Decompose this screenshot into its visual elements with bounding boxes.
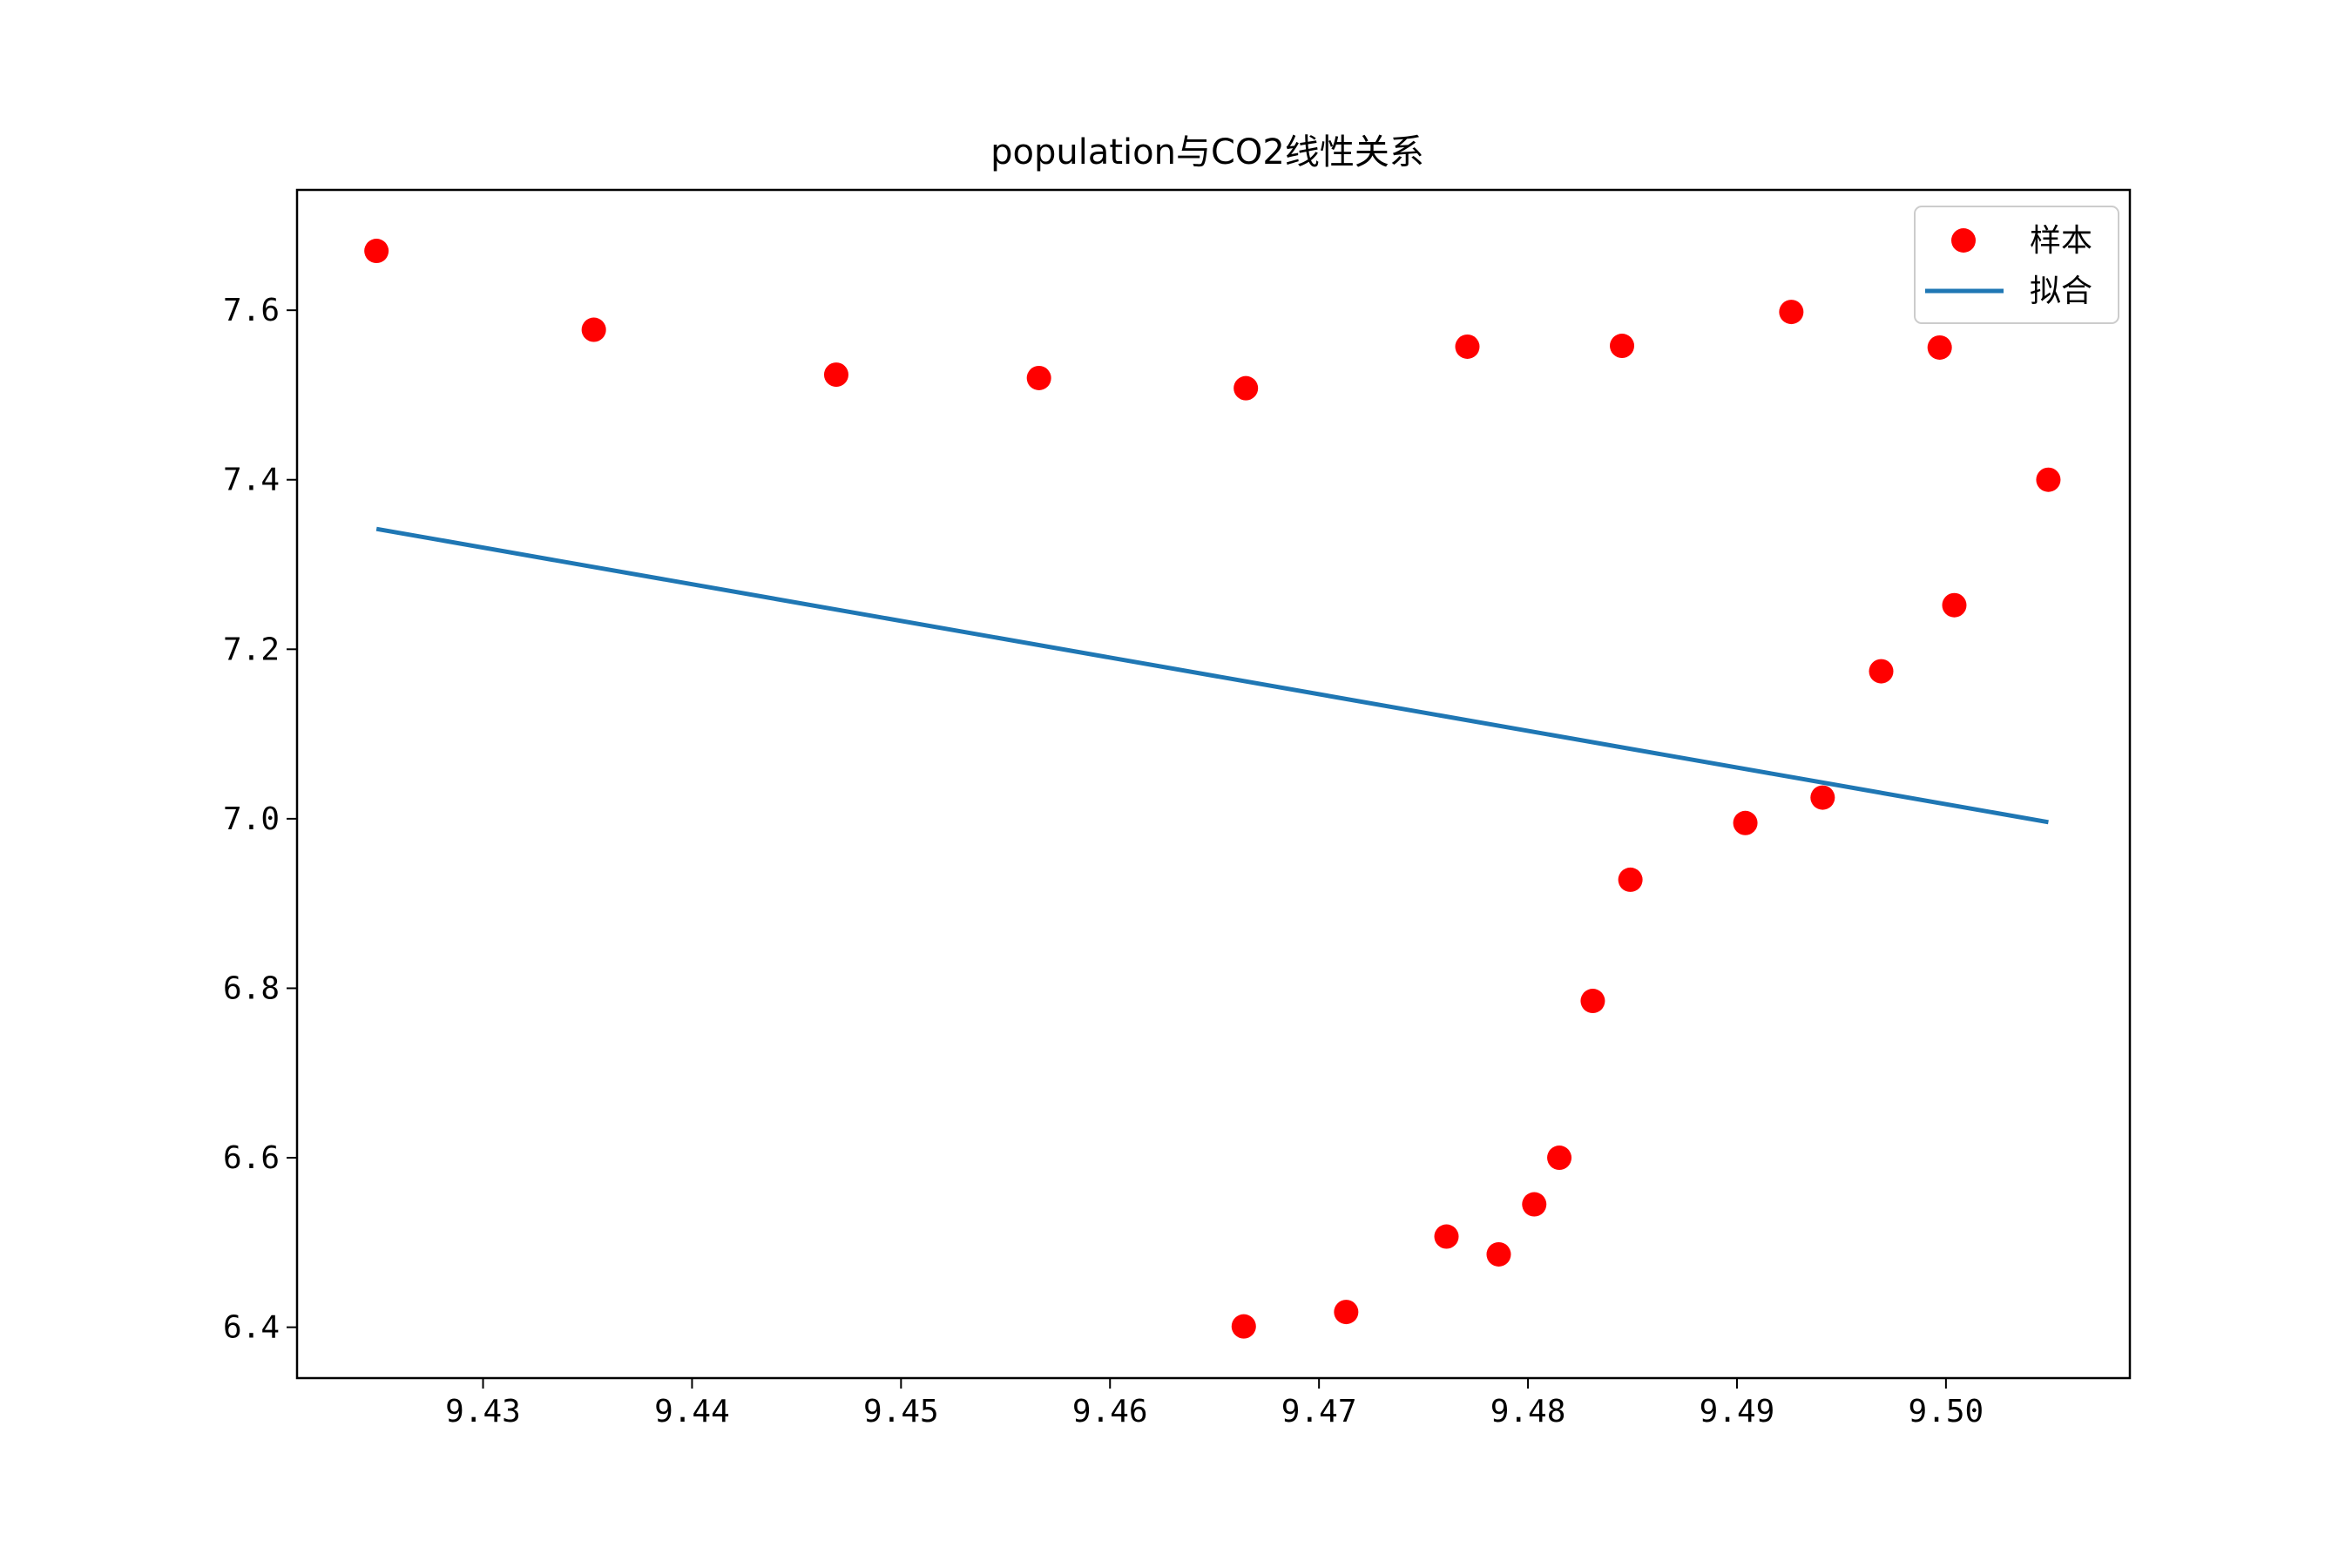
x-axis: 9.43 9.44 9.45 9.46 9.47 9.48 9.49 9.50	[445, 1378, 1984, 1429]
y-tick-label: 6.6	[223, 1140, 280, 1176]
x-tick-label: 9.45	[863, 1394, 939, 1429]
x-tick-label: 9.43	[445, 1394, 521, 1429]
legend-marker-sample	[1951, 228, 1976, 253]
sample-point	[2036, 467, 2061, 492]
y-tick-label: 7.4	[223, 463, 280, 498]
sample-point	[1455, 334, 1480, 359]
y-tick-label: 6.8	[223, 970, 280, 1006]
sample-point	[1779, 300, 1804, 325]
sample-point	[1434, 1224, 1459, 1249]
sample-point	[581, 317, 606, 342]
fit-line	[375, 526, 2049, 825]
sample-point	[1580, 989, 1605, 1014]
sample-point	[364, 239, 389, 264]
sample-point	[1869, 659, 1894, 684]
fit-line-layer	[375, 526, 2049, 825]
x-tick-label: 9.44	[654, 1394, 730, 1429]
sample-point	[1547, 1146, 1572, 1171]
y-tick-label: 7.2	[223, 632, 280, 667]
legend-label-fit: 拟合	[2030, 274, 2092, 309]
x-tick-label: 9.48	[1490, 1394, 1566, 1429]
sample-point	[1231, 1314, 1256, 1339]
chart-title: population与CO2线性关系	[990, 132, 1424, 172]
sample-point	[1927, 335, 1952, 360]
sample-point	[1522, 1192, 1547, 1217]
y-tick-label: 6.4	[223, 1310, 280, 1346]
x-tick-label: 9.49	[1700, 1394, 1775, 1429]
plot-frame	[295, 188, 2132, 1380]
x-tick-label: 9.46	[1072, 1394, 1148, 1429]
sample-point	[1334, 1300, 1359, 1325]
y-tick-label: 7.0	[223, 801, 280, 837]
sample-point	[1733, 810, 1758, 835]
x-tick-label: 9.50	[1909, 1394, 1984, 1429]
sample-point	[1618, 867, 1643, 892]
sample-point	[1810, 785, 1835, 810]
legend-label-sample: 样本	[2030, 223, 2092, 259]
sample-points-layer	[364, 239, 2061, 1339]
sample-point	[1233, 375, 1259, 401]
sample-point	[1486, 1241, 1511, 1267]
sample-point	[1026, 365, 1051, 390]
sample-point	[1610, 334, 1635, 359]
y-tick-label: 7.6	[223, 293, 280, 328]
sample-point	[1942, 592, 1967, 618]
x-tick-label: 9.47	[1281, 1394, 1357, 1429]
sample-point	[823, 362, 848, 388]
y-axis: 6.4 6.6 6.8 7.0 7.2 7.4 7.6	[223, 293, 297, 1346]
